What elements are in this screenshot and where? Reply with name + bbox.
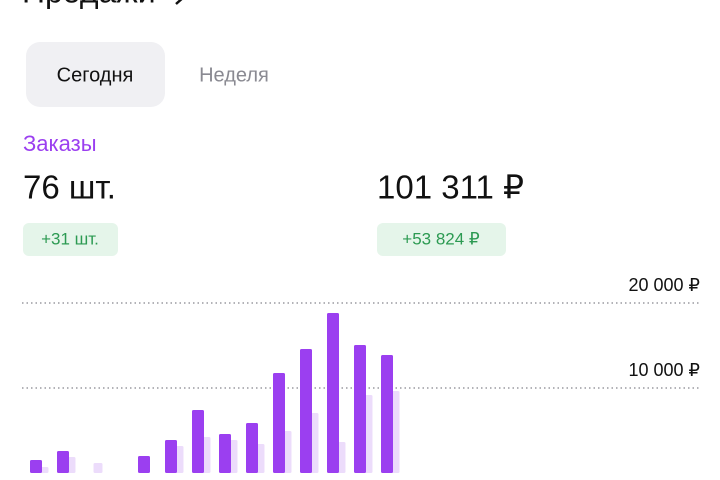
bar — [138, 456, 150, 473]
bar — [246, 423, 258, 473]
bar — [327, 313, 339, 473]
bar — [93, 462, 103, 473]
tab-active[interactable] — [26, 42, 165, 107]
bar — [165, 440, 177, 473]
amount-delta: +53 824 ₽ — [402, 229, 480, 248]
bar — [354, 344, 366, 473]
count-delta: +31 шт. — [41, 229, 99, 248]
bar — [30, 459, 42, 473]
bar — [273, 373, 285, 473]
bar — [381, 355, 393, 473]
amount: 101 311 ₽ — [377, 169, 524, 206]
delta-pill — [23, 223, 118, 256]
y-tick-label: 10 000 ₽ — [628, 360, 700, 380]
bar — [192, 410, 204, 473]
section-title: Заказы — [23, 131, 97, 156]
tab[interactable]: Сегодня — [57, 64, 134, 86]
bar — [57, 450, 69, 473]
tab[interactable]: Неделя — [199, 64, 269, 86]
delta-pill — [377, 223, 506, 256]
count: 76 шт. — [23, 169, 116, 206]
y-tick-label: 20 000 ₽ — [628, 275, 700, 295]
page-title[interactable]: Продажи — [22, 0, 156, 9]
chevron-icon[interactable] — [175, 0, 185, 5]
bar — [219, 433, 231, 473]
bar — [300, 348, 312, 473]
